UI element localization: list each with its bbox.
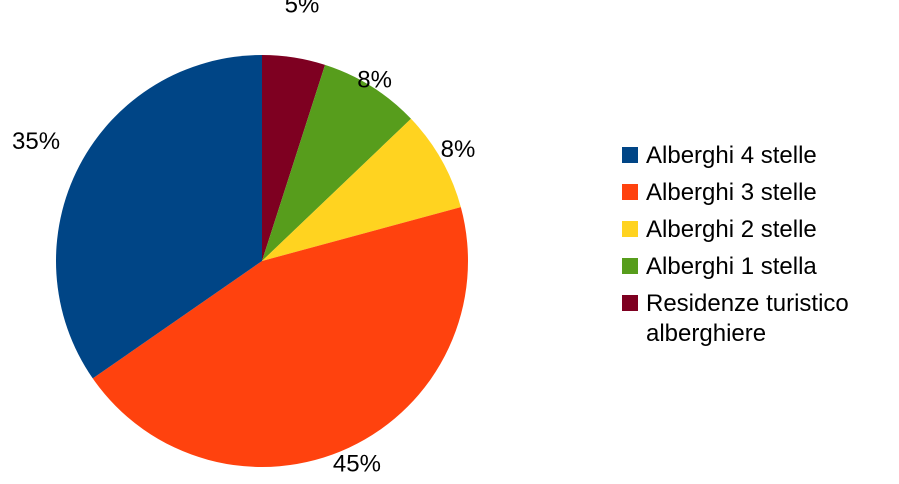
legend-swatch	[622, 295, 638, 311]
legend-swatch	[622, 221, 638, 237]
pie-slice-alberghi-2-stelle	[262, 118, 461, 262]
pie-slices	[55, 55, 469, 467]
pie-slice-alberghi-4-stelle	[55, 55, 262, 379]
legend-label: Alberghi 3 stelle	[646, 179, 817, 206]
pie-value-labels: 5% 8% 8% 45% 35%	[12, 0, 475, 477]
pie-slice-residenze-turistico-alberghiere	[262, 55, 326, 261]
legend-label: Residenze turistico alberghiere	[646, 290, 849, 347]
pie-value-label: 5%	[285, 0, 320, 18]
chart-legend: Alberghi 4 stelle Alberghi 3 stelle Albe…	[622, 141, 899, 356]
legend-item-alberghi-3-stelle: Alberghi 3 stelle	[622, 178, 899, 208]
legend-label: Alberghi 1 stella	[646, 253, 817, 280]
legend-label: Alberghi 2 stelle	[646, 216, 817, 243]
legend-item-alberghi-2-stelle: Alberghi 2 stelle	[622, 215, 899, 245]
legend-item-alberghi-1-stella: Alberghi 1 stella	[622, 252, 899, 282]
pie-value-label: 35%	[12, 128, 60, 155]
pie-value-label: 45%	[333, 450, 381, 477]
legend-item-residenze-turistico-alberghiere: Residenze turistico alberghiere	[622, 289, 899, 349]
pie-slice-alberghi-3-stelle	[92, 207, 469, 467]
pie-value-label: 8%	[357, 67, 392, 94]
legend-swatch	[622, 147, 638, 163]
legend-swatch	[622, 184, 638, 200]
pie-value-label: 8%	[441, 136, 476, 163]
pie-slice-alberghi-1-stella	[262, 64, 412, 261]
legend-swatch	[622, 258, 638, 274]
legend-label: Alberghi 4 stelle	[646, 142, 817, 169]
legend-item-alberghi-4-stelle: Alberghi 4 stelle	[622, 141, 899, 171]
